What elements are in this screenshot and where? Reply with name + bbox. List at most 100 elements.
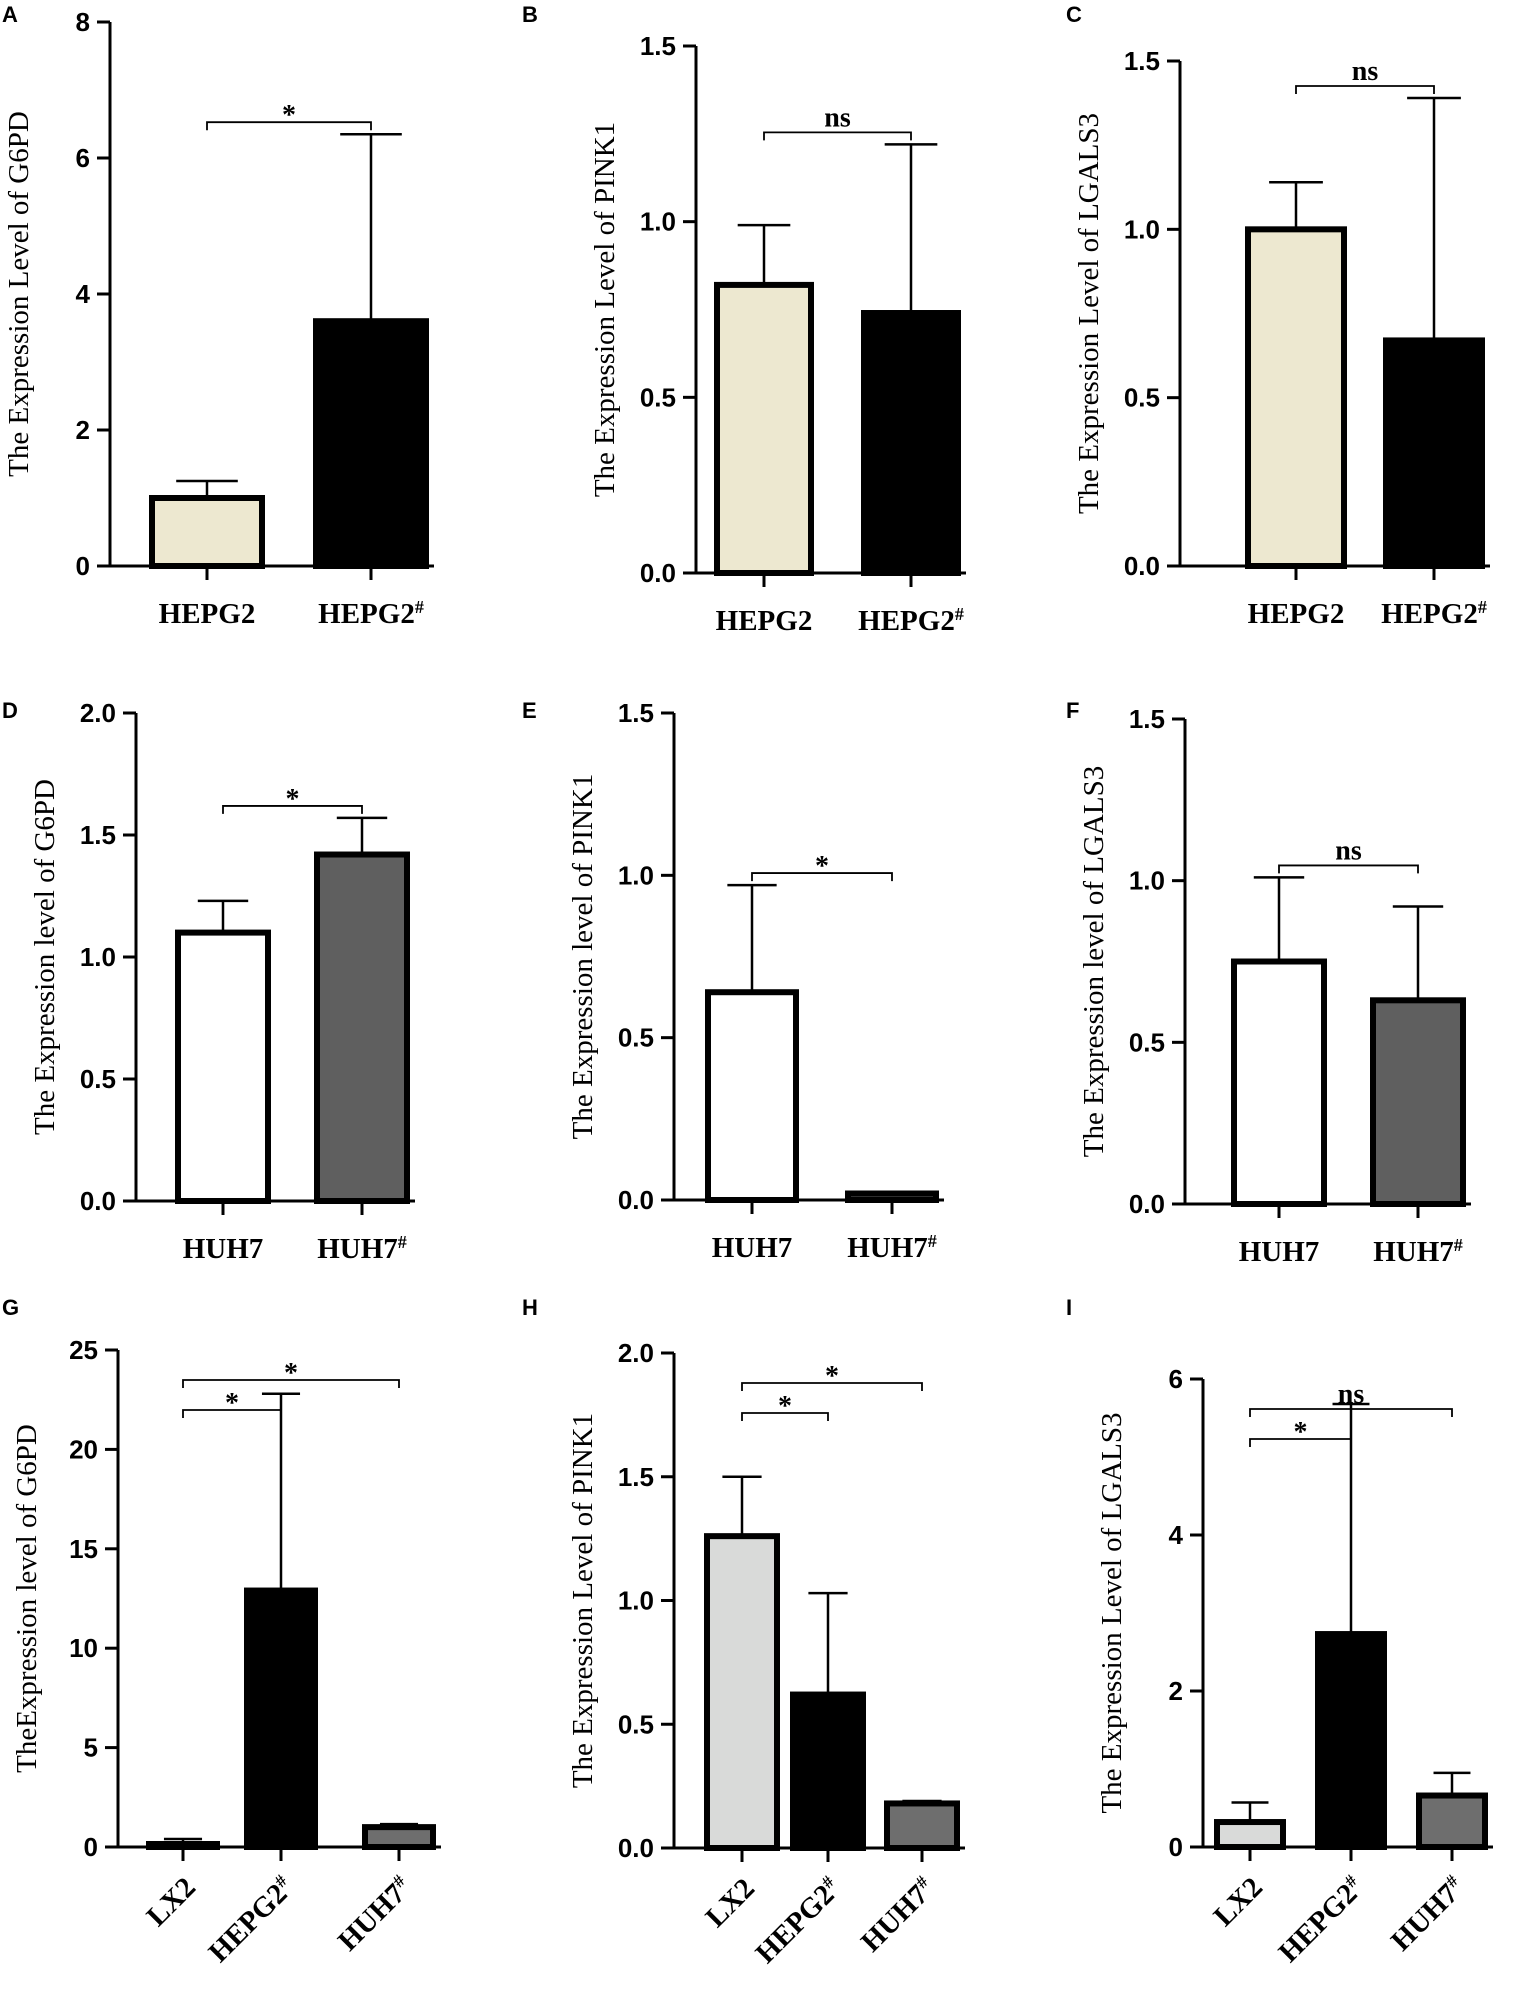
y-tick-label: 8 (76, 7, 90, 37)
y-tick-label: 1.5 (640, 31, 676, 61)
bar-2 (314, 851, 410, 1205)
x-tick-label: HUH7 (1239, 1236, 1320, 1268)
y-tick-label: 1.5 (80, 820, 116, 850)
y-tick-label: 1.5 (1129, 704, 1165, 734)
significance-label: * (282, 100, 296, 131)
significance-bracket (182, 1379, 400, 1388)
panel-label-h: H (522, 1295, 538, 1320)
x-tick-label: HEPG2# (858, 604, 964, 637)
x-tick-label: HUH7# (1373, 1235, 1463, 1268)
panel-h: H 0.0 0.5 1.0 1.5 2.0 The Expression Level of … (522, 1295, 965, 1970)
y-tick-label: 1.0 (1124, 214, 1160, 244)
y-tick-label: 0.5 (80, 1064, 116, 1094)
y-tick-label: 5 (84, 1733, 98, 1763)
y-tick-label: 0.5 (618, 1709, 654, 1739)
y-axis-title: The Expression Level of PINK1 (589, 122, 621, 497)
y-tick-label: 4 (76, 279, 91, 309)
x-tick-label: HUH7# (317, 1232, 407, 1265)
significance-bracket (1249, 1408, 1453, 1417)
y-tick-label: 2.0 (618, 1338, 654, 1368)
significance-label: ns (1338, 1379, 1365, 1410)
y-axis-title: The Expression Level of LGALS3 (1096, 1412, 1128, 1813)
y-tick-label: 10 (69, 1633, 98, 1663)
y-tick-label: 2 (76, 415, 90, 445)
x-tick-label: HEPG2 (716, 605, 813, 637)
bar-2 (1370, 997, 1466, 1207)
significance-bracket (1249, 1438, 1352, 1447)
y-tick-label: 0.0 (1124, 551, 1160, 581)
panel-c: C 0.0 0.5 1.0 1.5 The Expression Level of LGA… (1066, 2, 1490, 630)
significance-label: * (1294, 1417, 1308, 1448)
y-tick-label: 0.5 (1124, 383, 1160, 413)
x-tick-label: LX2 (700, 1872, 761, 1933)
panel-label-e: E (522, 698, 537, 723)
panel-label-f: F (1066, 698, 1079, 723)
y-tick-label: 2.0 (80, 698, 116, 728)
bar-1 (704, 1533, 780, 1852)
y-axis-title: The Expression Level of PINK1 (567, 1413, 599, 1788)
x-tick-label: HEPG2# (1381, 597, 1487, 630)
y-tick-label: 0 (1169, 1832, 1183, 1862)
bar-2 (861, 310, 961, 576)
y-tick-label: 1.0 (640, 207, 676, 237)
x-tick-label: LX2 (1208, 1871, 1269, 1932)
significance-bracket (1295, 85, 1435, 95)
panel-label-g: G (2, 1295, 19, 1320)
y-tick-label: 0.0 (80, 1186, 116, 1216)
significance-label: ns (1335, 835, 1362, 866)
y-tick-label: 20 (69, 1434, 98, 1464)
y-axis-title: The Expression level of G6PD (29, 779, 61, 1135)
panel-e: E 0.0 0.5 1.0 1.5 The Expression level of PIN… (522, 698, 944, 1264)
y-tick-label: 0.0 (640, 558, 676, 588)
x-tick-label: HEPG2# (749, 1872, 847, 1970)
y-tick-label: 1.5 (618, 698, 654, 728)
y-tick-label: 1.0 (80, 942, 116, 972)
y-tick-label: 0.0 (618, 1833, 654, 1863)
y-axis-title: The Expression Level of G6PD (3, 111, 35, 477)
y-tick-label: 25 (69, 1335, 98, 1365)
y-tick-label: 0.0 (618, 1185, 654, 1215)
significance-label: * (225, 1388, 239, 1419)
bar-1 (1231, 958, 1327, 1207)
y-tick-label: 1.0 (618, 860, 654, 890)
panel-f: F 0.0 0.5 1.0 1.5 The Expression level of LGA… (1066, 698, 1471, 1268)
y-axis-title: The Expression level of PINK1 (567, 774, 599, 1140)
x-tick-label: HEPG2# (1272, 1871, 1370, 1969)
panel-label-d: D (2, 698, 18, 723)
y-tick-label: 1.0 (618, 1586, 654, 1616)
bar-1 (705, 989, 799, 1203)
y-tick-label: 1.5 (618, 1462, 654, 1492)
y-tick-label: 0 (84, 1832, 98, 1862)
panel-label-a: A (2, 2, 18, 27)
panel-label-i: I (1066, 1295, 1072, 1320)
bar-3 (884, 1800, 960, 1851)
significance-label: * (778, 1391, 792, 1422)
y-tick-label: 6 (1169, 1364, 1183, 1394)
significance-label: ns (824, 102, 851, 133)
bar-1 (1214, 1819, 1286, 1851)
y-tick-label: 6 (76, 143, 90, 173)
x-tick-label: LX2 (141, 1871, 202, 1932)
bar-1 (175, 929, 271, 1204)
y-tick-label: 0.5 (618, 1023, 654, 1053)
y-tick-label: 1.0 (1129, 866, 1165, 896)
bar-2 (313, 318, 429, 570)
significance-bracket (1278, 864, 1419, 874)
bar-1 (149, 495, 265, 569)
x-tick-label: HUH7# (854, 1872, 941, 1959)
y-tick-label: 0.5 (640, 382, 676, 412)
y-tick-label: 2 (1169, 1676, 1183, 1706)
y-tick-label: 0.5 (1129, 1027, 1165, 1057)
significance-bracket (206, 121, 372, 131)
panel-label-b: B (522, 2, 538, 27)
significance-label: * (286, 784, 300, 815)
y-tick-label: 0 (76, 551, 90, 581)
bar-2 (1383, 337, 1485, 569)
significance-label: * (815, 851, 829, 882)
x-tick-label: HUH7# (331, 1871, 418, 1958)
bar-2 (845, 1190, 939, 1204)
panel-a: A 0 2 4 6 8 The Expression Level of G6PD HEPG2 H… (2, 2, 434, 630)
panel-label-c: C (1066, 2, 1082, 27)
significance-label: ns (1352, 56, 1379, 87)
